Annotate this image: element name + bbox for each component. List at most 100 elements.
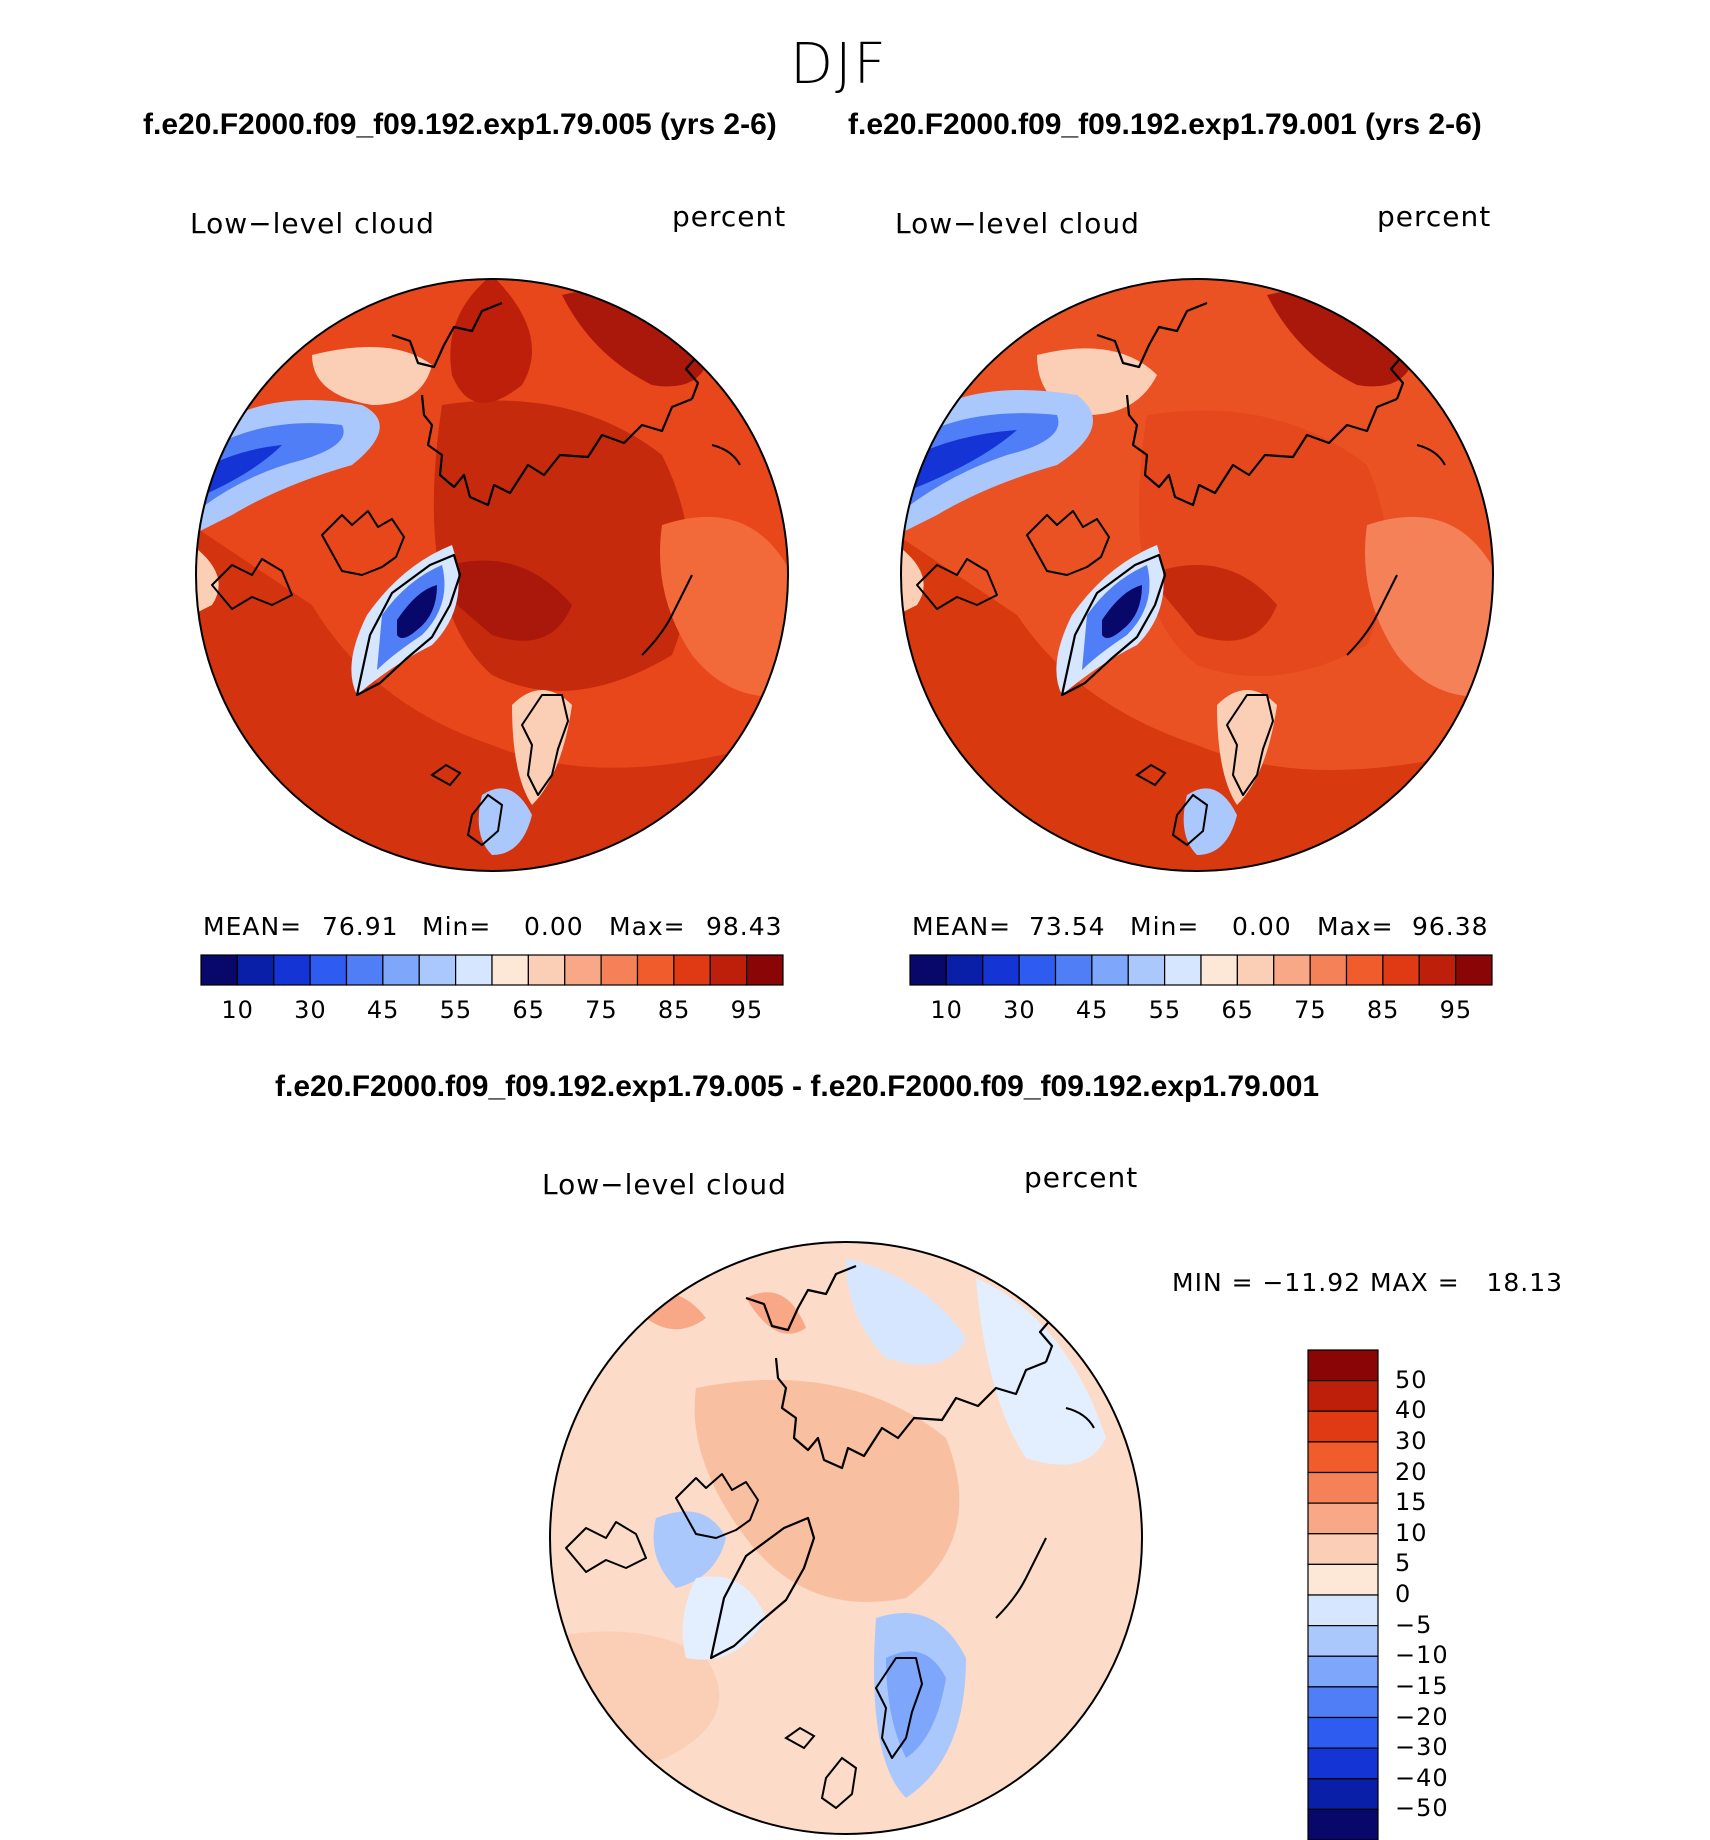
- colorbar-right-tick-label: 65: [1221, 996, 1254, 1024]
- diff-panel-units: percent: [1024, 1161, 1139, 1194]
- colorbar-diff-swatch: [1307, 1778, 1379, 1810]
- colorbar-diff-swatch: [1307, 1563, 1379, 1596]
- panel-right-max: 96.38: [1412, 912, 1489, 941]
- colorbar-left-swatch: [709, 954, 748, 986]
- colorbar-right-tick-label: 75: [1294, 996, 1327, 1024]
- colorbar-left-tick-label: 10: [221, 996, 254, 1024]
- colorbar-diff-tick-label: 10: [1395, 1518, 1428, 1547]
- colorbar-left-swatch: [746, 954, 784, 986]
- colorbar-diff-tick-label: 20: [1395, 1457, 1428, 1486]
- colorbar-left-swatch: [309, 954, 348, 986]
- colorbar-right-swatch: [1200, 954, 1238, 986]
- colorbar-right-swatch: [1345, 954, 1384, 986]
- panel-left-max-label: Max=: [609, 912, 686, 941]
- map-right: [900, 278, 1494, 872]
- colorbar-diff-tick-label: 40: [1395, 1396, 1428, 1425]
- colorbar-left-ticks: 10 30 45 55 65 75 85 95: [201, 996, 783, 1026]
- colorbar-right-ticks: 10 30 45 55 65 75 85 95: [910, 996, 1492, 1026]
- panel-right-mean-label: MEAN=: [912, 912, 1012, 941]
- colorbar-left-tick-label: 85: [657, 996, 691, 1024]
- colorbar-right-tick-label: 30: [1003, 996, 1036, 1024]
- colorbar-left-swatch: [418, 954, 457, 986]
- colorbar-diff-swatch: [1307, 1533, 1379, 1565]
- colorbar-left-swatch: [673, 954, 711, 986]
- panel-right-min: 0.00: [1232, 912, 1292, 941]
- panel-left-units: percent: [672, 200, 787, 233]
- colorbar-left-swatch: [200, 954, 238, 986]
- colorbar-diff-tick-label: −50: [1395, 1794, 1449, 1823]
- colorbar-right-tick-label: 85: [1366, 996, 1400, 1024]
- map-right-rim: [900, 278, 1494, 872]
- panel-left-mean-label: MEAN=: [203, 912, 303, 941]
- colorbar-left-tick-label: 65: [512, 996, 545, 1024]
- colorbar-diff-tick-label: 15: [1395, 1488, 1428, 1517]
- diff-panel-variable: Low−level cloud: [542, 1168, 787, 1201]
- colorbar-right-swatch: [1418, 954, 1457, 986]
- panel-right-header: f.e20.F2000.f09_f09.192.exp1.79.001 (yrs…: [848, 108, 1482, 141]
- colorbar-diff-tick-label: 30: [1395, 1426, 1428, 1455]
- map-diff-rim: [549, 1241, 1143, 1835]
- panel-right-max-label: Max=: [1317, 912, 1394, 941]
- colorbar-left-swatch: [236, 954, 275, 986]
- panel-right-variable: Low−level cloud: [895, 207, 1140, 240]
- colorbar-diff-swatch: [1307, 1380, 1379, 1412]
- colorbar-left-swatch: [527, 954, 566, 986]
- map-left-rim: [195, 278, 789, 872]
- colorbar-diff-tick-label: −10: [1395, 1641, 1449, 1670]
- panel-right-units: percent: [1377, 200, 1492, 233]
- colorbar-diff-tick-label: −5: [1395, 1610, 1433, 1639]
- colorbar-diff-tick-label: −20: [1395, 1702, 1449, 1731]
- colorbar-diff-tick-label: 50: [1395, 1365, 1428, 1394]
- colorbar-diff-swatch: [1307, 1625, 1379, 1657]
- colorbar-diff-tick-label: 5: [1395, 1549, 1412, 1578]
- colorbar-left-swatch: [345, 954, 384, 986]
- colorbar-left: [200, 954, 784, 986]
- panel-right-min-label: Min=: [1130, 912, 1200, 941]
- colorbar-right-swatch: [1091, 954, 1129, 986]
- colorbar-left-swatch: [491, 954, 529, 986]
- colorbar-left-swatch: [273, 954, 311, 986]
- panel-left-min-label: Min=: [422, 912, 492, 941]
- colorbar-left-tick-label: 95: [730, 996, 764, 1024]
- colorbar-left-swatch: [382, 954, 420, 986]
- colorbar-right-swatch: [1309, 954, 1348, 986]
- colorbar-left-swatch: [455, 954, 493, 986]
- colorbar-right-tick-label: 10: [930, 996, 963, 1024]
- colorbar-diff-swatch: [1307, 1655, 1379, 1688]
- colorbar-left-tick-label: 55: [439, 996, 473, 1024]
- diff-minmax: MIN = −11.92 MAX = 18.13: [1172, 1268, 1564, 1297]
- colorbar-diff-tick-label: −30: [1395, 1733, 1449, 1762]
- colorbar-right-tick-label: 55: [1148, 996, 1182, 1024]
- colorbar-right-tick-label: 45: [1075, 996, 1109, 1024]
- colorbar-right-swatch: [909, 954, 947, 986]
- colorbar-right-swatch: [1236, 954, 1275, 986]
- colorbar-diff-swatch: [1307, 1686, 1379, 1719]
- map-diff: [549, 1241, 1143, 1835]
- colorbar-left-swatch: [564, 954, 602, 986]
- colorbar-diff-tick-label: 0: [1395, 1580, 1412, 1608]
- panel-right-mean: 73.54: [1029, 912, 1106, 941]
- colorbar-diff-swatch: [1307, 1410, 1379, 1443]
- colorbar-right-swatch: [982, 954, 1020, 986]
- panel-left-header: f.e20.F2000.f09_f09.192.exp1.79.005 (yrs…: [143, 108, 777, 141]
- colorbar-right-swatch: [1455, 954, 1493, 986]
- panel-left-max: 98.43: [706, 912, 783, 941]
- colorbar-right-swatch: [1273, 954, 1311, 986]
- colorbar-left-tick-label: 30: [294, 996, 327, 1024]
- season-title: DJF: [790, 32, 888, 97]
- colorbar-left-tick-label: 75: [585, 996, 618, 1024]
- diff-panel-header: f.e20.F2000.f09_f09.192.exp1.79.005 - f.…: [275, 1070, 1320, 1103]
- colorbar-right-swatch: [1382, 954, 1420, 986]
- colorbar-diff-swatch: [1307, 1747, 1379, 1780]
- panel-left-mean: 76.91: [322, 912, 399, 941]
- panel-left-min: 0.00: [524, 912, 584, 941]
- map-left: [195, 278, 789, 872]
- colorbar-diff: [1307, 1349, 1379, 1840]
- colorbar-diff-swatch: [1307, 1502, 1379, 1535]
- colorbar-right-tick-label: 95: [1439, 996, 1473, 1024]
- colorbar-right-swatch: [1164, 954, 1202, 986]
- colorbar-diff-swatch: [1307, 1808, 1379, 1840]
- colorbar-left-swatch: [636, 954, 675, 986]
- colorbar-left-tick-label: 45: [366, 996, 400, 1024]
- colorbar-left-swatch: [600, 954, 639, 986]
